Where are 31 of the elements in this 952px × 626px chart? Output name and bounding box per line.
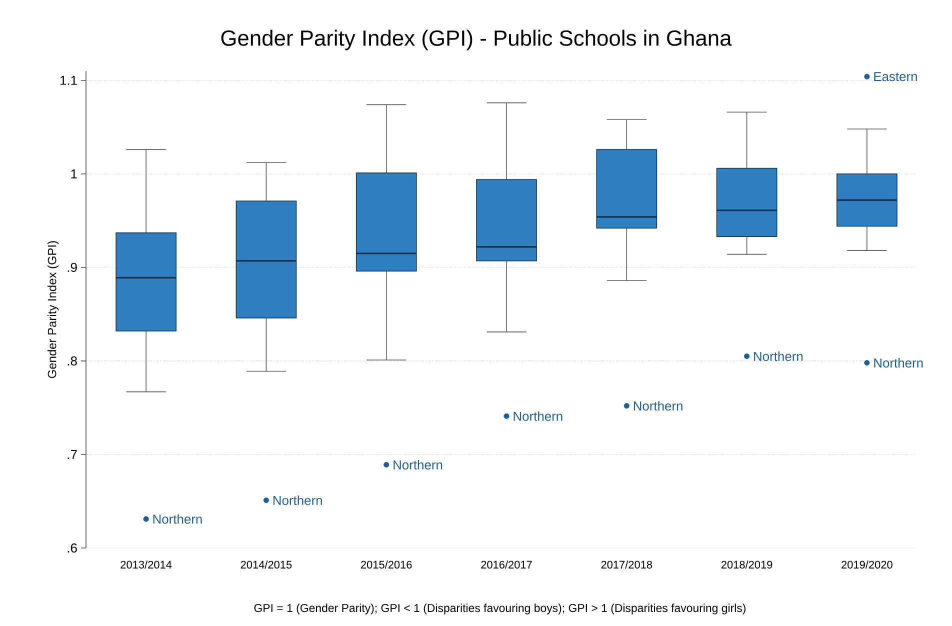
- y-tick-label: 1: [71, 169, 77, 178]
- x-tick-label: 2014/2015: [240, 560, 292, 569]
- data-label: Northern: [153, 514, 202, 524]
- point: [143, 516, 149, 522]
- y-axis-title: Gender Parity Index (GPI): [48, 241, 59, 378]
- chart-title: Gender Parity Index (GPI) - Public Schools in Ghana: [221, 30, 732, 50]
- point: [263, 498, 270, 504]
- y-tick-label: 1.1: [60, 76, 77, 85]
- data-label: Northern: [754, 352, 803, 362]
- y-tick-label: .6: [68, 543, 77, 553]
- x-tick-label: 2013/2014: [120, 560, 172, 569]
- data-label: Northern: [874, 358, 923, 368]
- point: [744, 353, 750, 360]
- point: [624, 403, 630, 409]
- x-tick-label: 2016/2017: [481, 560, 532, 569]
- y-tick-label: .7: [68, 450, 77, 459]
- data-label: Northern: [394, 460, 442, 470]
- data-label: Eastern: [874, 72, 917, 82]
- data-label: Northern: [514, 411, 562, 421]
- point: [384, 462, 390, 468]
- y-tick-label: .9: [68, 262, 77, 272]
- data-label: Northern: [634, 401, 682, 411]
- x-axis-title: GPI = 1 (Gender Parity); GPI < 1 (Disparities favouring boys); GPI > 1 (Disparities favouring girls): [254, 604, 746, 614]
- y-tick-label: .8: [68, 356, 77, 366]
- point: [504, 413, 510, 419]
- x-tick-label: 2017/2018: [601, 560, 652, 569]
- point: [864, 74, 870, 80]
- x-tick-label: 2019/2020: [842, 560, 892, 569]
- data-label: Northern: [273, 496, 322, 506]
- x-tick-label: 2015/2016: [361, 560, 412, 569]
- x-tick-label: 2018/2019: [721, 560, 772, 569]
